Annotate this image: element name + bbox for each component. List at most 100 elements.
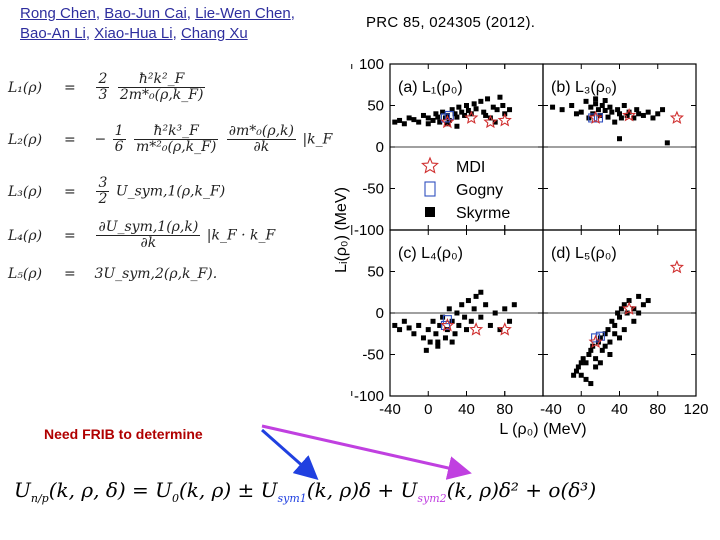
equation-lhs: L₁(ρ)	[8, 79, 43, 96]
x-axis-label: L (ρ₀) (MeV)	[499, 421, 586, 438]
skyrme-point	[492, 310, 498, 316]
skyrme-point	[392, 119, 398, 125]
skyrme-point	[578, 372, 584, 378]
skyrme-point	[392, 322, 398, 328]
skyrme-point	[575, 364, 581, 370]
skyrme-point	[464, 327, 469, 333]
skyrme-point	[483, 112, 489, 118]
skyrme-point	[452, 111, 458, 117]
x-tick-label: 0	[577, 401, 585, 418]
skyrme-point	[440, 314, 446, 320]
x-tick-label: -40	[379, 401, 401, 418]
skyrme-point	[507, 318, 513, 324]
equation-lhs: L₄(ρ)	[8, 227, 43, 244]
skyrme-point	[449, 318, 455, 324]
frib-note: Need FRIB to determine	[44, 426, 203, 442]
skyrme-point	[435, 343, 441, 349]
skyrme-point	[615, 310, 621, 316]
panel-label: (b) L₃(ρ₀)	[551, 79, 617, 96]
skyrme-point	[634, 107, 640, 113]
skyrme-point	[621, 327, 627, 333]
skyrme-point	[456, 104, 462, 110]
skyrme-point	[617, 136, 622, 142]
skyrme-point	[621, 103, 627, 108]
y-tick-label: 0	[376, 305, 384, 322]
equation-lhs: L₅(ρ)	[8, 266, 43, 282]
panel-label: (d) L₅(ρ₀)	[551, 245, 617, 262]
skyrme-point	[471, 306, 477, 312]
skyrme-point	[478, 314, 484, 320]
skyrme-point	[583, 376, 589, 382]
author-link[interactable]: Xiao-Hua Li	[94, 25, 173, 42]
skyrme-point	[430, 117, 436, 123]
skyrme-point	[615, 107, 621, 113]
y-tick-label: 50	[367, 98, 384, 115]
y-tick-label: -50	[362, 347, 384, 364]
author-separator: ,	[186, 5, 196, 22]
mdi-point	[497, 112, 512, 127]
skyrme-point	[602, 343, 608, 349]
skyrme-point	[416, 119, 422, 125]
skyrme-point	[588, 381, 594, 387]
skyrme-point	[617, 314, 622, 320]
skyrme-point	[416, 322, 422, 328]
skyrme-point	[618, 115, 624, 121]
x-tick-label: 0	[424, 401, 432, 418]
skyrme-point	[454, 114, 460, 120]
skyrme-point	[621, 302, 627, 308]
y-axis-label: Lᵢ(ρ₀) (MeV)	[333, 187, 350, 273]
skyrme-point	[446, 306, 452, 312]
equation-lhs: L₃(ρ)	[8, 183, 43, 200]
fraction: ħ²k³_F m*²₀(ρ,k_F)	[134, 123, 219, 155]
skyrme-point	[605, 114, 611, 120]
skyrme-point	[397, 327, 403, 333]
skyrme-point	[440, 109, 446, 115]
x-tick-label: 40	[611, 401, 628, 418]
gogny-point	[591, 333, 601, 343]
skyrme-point	[650, 115, 656, 121]
mdi-point	[669, 259, 684, 274]
skyrme-point	[433, 331, 439, 337]
skyrme-point	[468, 111, 474, 117]
author-separator: ,	[290, 5, 295, 22]
skyrme-point	[406, 115, 412, 121]
skyrme-point	[425, 115, 431, 121]
author-link[interactable]: Bao-Jun Cai	[104, 5, 187, 22]
author-link[interactable]: Rong Chen	[20, 5, 96, 22]
author-link[interactable]: Chang Xu	[180, 25, 248, 42]
skyrme-point	[609, 318, 615, 324]
skyrme-point	[437, 322, 443, 328]
skyrme-point	[511, 302, 517, 308]
skyrme-point	[607, 339, 613, 345]
skyrme-point	[573, 368, 579, 374]
skyrme-point	[473, 293, 479, 299]
skyrme-point	[624, 112, 630, 118]
skyrme-point	[645, 298, 651, 304]
y-tick-label: 50	[367, 264, 384, 281]
skyrme-point	[497, 327, 503, 333]
skyrme-point	[487, 322, 493, 328]
skyrme-point	[631, 318, 637, 324]
skyrme-point	[411, 117, 417, 123]
skyrme-point	[636, 111, 642, 117]
x-tick-label: 40	[458, 401, 475, 418]
skyrme-point	[607, 352, 613, 357]
skyrme-point	[645, 109, 651, 115]
skyrme-point	[569, 103, 575, 108]
arrow-to-usym1	[261, 428, 319, 480]
mdi-point	[588, 334, 603, 349]
skyrme-point	[583, 98, 589, 104]
skyrme-point	[462, 112, 468, 118]
skyrme-point	[430, 318, 436, 324]
skyrme-point	[593, 356, 599, 362]
y-tick-label: -50	[362, 181, 384, 198]
fraction: ħ²k²_F 2m*₀(ρ,k_F)	[117, 71, 206, 103]
panel-label: (c) L₄(ρ₀)	[398, 245, 463, 262]
author-link[interactable]: Bao-An Li	[20, 25, 86, 42]
author-link[interactable]: Lie-Wen Chen	[195, 5, 291, 22]
skyrme-point	[640, 112, 646, 118]
panel-label: (a) L₁(ρ₀)	[398, 79, 463, 96]
skyrme-point	[655, 111, 661, 117]
